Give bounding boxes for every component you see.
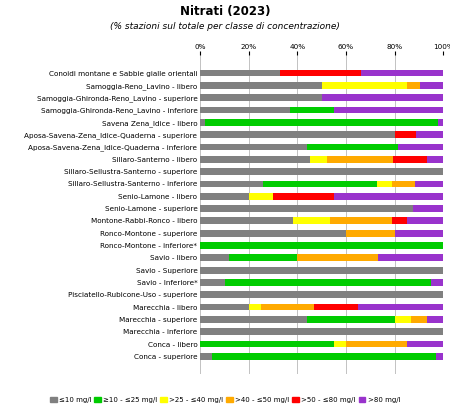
- Bar: [200, 304, 249, 310]
- Bar: [395, 230, 443, 236]
- Bar: [360, 70, 443, 76]
- Bar: [249, 304, 261, 310]
- Bar: [200, 131, 395, 138]
- Bar: [334, 341, 346, 347]
- Bar: [310, 156, 327, 163]
- Bar: [420, 82, 443, 89]
- Bar: [315, 304, 358, 310]
- Bar: [378, 254, 443, 261]
- Bar: [261, 304, 315, 310]
- Bar: [346, 230, 395, 236]
- Bar: [436, 353, 443, 360]
- Bar: [411, 316, 427, 323]
- Bar: [200, 119, 205, 126]
- Bar: [200, 82, 322, 89]
- Bar: [200, 107, 290, 113]
- Bar: [230, 254, 297, 261]
- Bar: [334, 193, 443, 200]
- Bar: [427, 316, 443, 323]
- Bar: [306, 144, 398, 151]
- Bar: [200, 353, 212, 360]
- Bar: [249, 193, 273, 200]
- Bar: [280, 70, 360, 76]
- Bar: [334, 107, 443, 113]
- Bar: [395, 316, 411, 323]
- Bar: [200, 205, 413, 212]
- Bar: [200, 144, 306, 151]
- Bar: [200, 279, 225, 286]
- Bar: [431, 279, 443, 286]
- Bar: [398, 144, 443, 151]
- Bar: [414, 180, 443, 187]
- Bar: [200, 70, 280, 76]
- Bar: [407, 341, 443, 347]
- Bar: [393, 156, 427, 163]
- Bar: [416, 131, 443, 138]
- Bar: [322, 94, 443, 101]
- Bar: [200, 328, 443, 335]
- Legend: ≤10 mg/l, ≥10 - ≤25 mg/l, >25 - ≤40 mg/l, >40 - ≤50 mg/l, >50 - ≤80 mg/l, >80 mg: ≤10 mg/l, ≥10 - ≤25 mg/l, >25 - ≤40 mg/l…: [47, 394, 403, 406]
- Bar: [322, 82, 407, 89]
- Bar: [200, 180, 263, 187]
- Bar: [438, 119, 443, 126]
- Bar: [413, 205, 443, 212]
- Bar: [290, 107, 334, 113]
- Text: Nitrati (2023): Nitrati (2023): [180, 5, 270, 18]
- Bar: [406, 218, 443, 224]
- Bar: [263, 180, 378, 187]
- Bar: [358, 304, 443, 310]
- Bar: [330, 218, 392, 224]
- Bar: [200, 341, 334, 347]
- Bar: [225, 279, 431, 286]
- Bar: [200, 291, 443, 298]
- Bar: [293, 218, 330, 224]
- Bar: [392, 180, 414, 187]
- Bar: [395, 131, 416, 138]
- Bar: [200, 168, 443, 175]
- Bar: [212, 353, 436, 360]
- Bar: [392, 218, 406, 224]
- Bar: [200, 230, 346, 236]
- Bar: [346, 341, 407, 347]
- Bar: [200, 242, 443, 249]
- Bar: [200, 156, 310, 163]
- Bar: [200, 193, 249, 200]
- Bar: [200, 94, 322, 101]
- Bar: [200, 254, 230, 261]
- Bar: [378, 180, 392, 187]
- Bar: [273, 193, 334, 200]
- Bar: [407, 82, 420, 89]
- Bar: [297, 254, 378, 261]
- Bar: [200, 316, 307, 323]
- Bar: [307, 316, 395, 323]
- Bar: [327, 156, 393, 163]
- Text: (% stazioni sul totale per classe di concentrazione): (% stazioni sul totale per classe di con…: [110, 22, 340, 31]
- Bar: [200, 267, 443, 274]
- Bar: [427, 156, 443, 163]
- Bar: [205, 119, 438, 126]
- Bar: [200, 218, 293, 224]
